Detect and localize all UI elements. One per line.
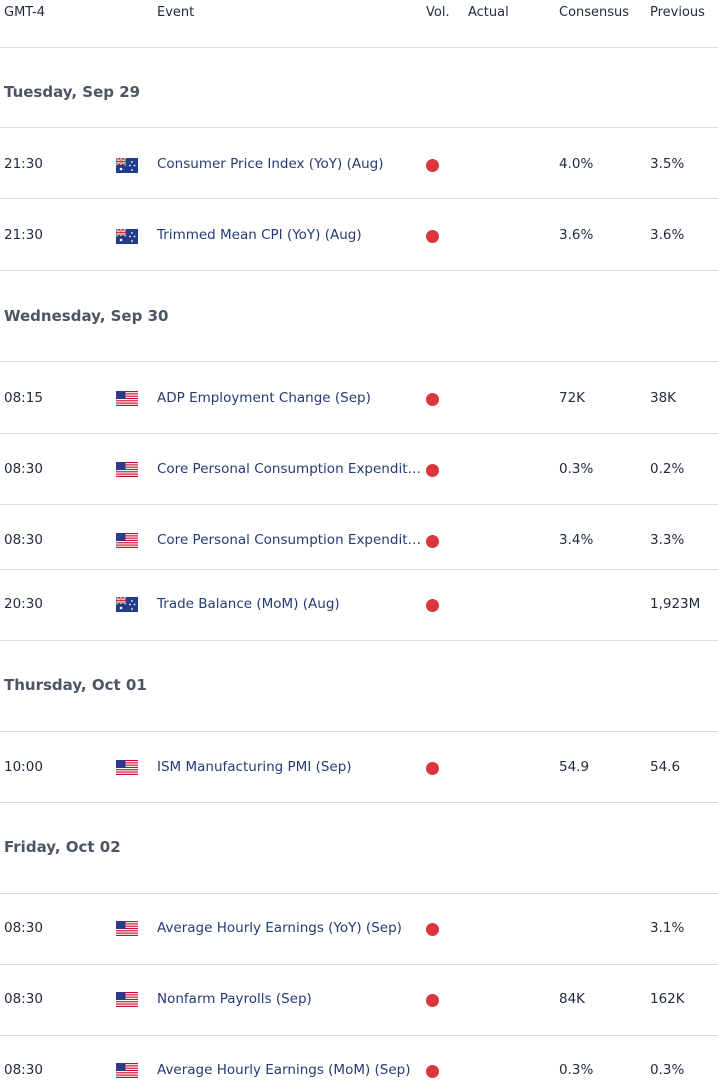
volatility-high-icon — [426, 159, 439, 172]
event-previous: 3.5% — [650, 156, 685, 172]
volatility-high-icon — [426, 230, 439, 243]
header-previous[interactable]: Previous — [650, 5, 705, 20]
event-previous: 0.3% — [650, 1062, 685, 1078]
event-time: 08:15 — [4, 390, 43, 406]
volatility-high-icon — [426, 762, 439, 775]
volatility-high-icon — [426, 923, 439, 936]
event-previous: 3.6% — [650, 227, 685, 243]
event-consensus: 84K — [559, 991, 586, 1007]
event-consensus: 4.0% — [559, 156, 594, 172]
header-event[interactable]: Event — [157, 5, 195, 20]
event-consensus: 3.4% — [559, 532, 594, 548]
event-previous: 0.2% — [650, 461, 685, 477]
usa-flag-icon — [116, 391, 138, 406]
event-time: 20:30 — [4, 596, 43, 612]
day-label: Tuesday, Sep 29 — [4, 83, 141, 101]
event-time: 21:30 — [4, 156, 43, 172]
event-name-link[interactable]: Nonfarm Payrolls (Sep) — [157, 991, 312, 1007]
header-actual[interactable]: Actual — [468, 5, 509, 20]
australia-flag-icon — [116, 597, 138, 612]
australia-flag-icon — [116, 158, 138, 173]
event-time: 10:00 — [4, 759, 43, 775]
table-row[interactable]: 20:30 Trade Balance (MoM) (Aug) 1,923M — [0, 570, 718, 641]
event-name-link[interactable]: Average Hourly Earnings (YoY) (Sep) — [157, 920, 402, 936]
table-row[interactable]: 08:30 Core Personal Consumption Expendit… — [0, 505, 718, 570]
event-previous: 162K — [650, 991, 685, 1007]
day-header: Wednesday, Sep 30 — [0, 271, 718, 362]
usa-flag-icon — [116, 1063, 138, 1078]
event-consensus: 54.9 — [559, 759, 590, 775]
day-header: Tuesday, Sep 29 — [0, 48, 718, 128]
event-name-link[interactable]: ISM Manufacturing PMI (Sep) — [157, 759, 352, 775]
event-time: 08:30 — [4, 991, 43, 1007]
table-row[interactable]: 10:00 ISM Manufacturing PMI (Sep) 54.9 5… — [0, 732, 718, 803]
event-previous: 1,923M — [650, 596, 701, 612]
table-row[interactable]: 21:30 Consumer Price Index (YoY) (Aug) 4… — [0, 128, 718, 199]
table-row[interactable]: 08:30 Nonfarm Payrolls (Sep) 84K 162K — [0, 965, 718, 1036]
volatility-high-icon — [426, 994, 439, 1007]
event-previous: 54.6 — [650, 759, 681, 775]
event-consensus: 0.3% — [559, 461, 594, 477]
table-row[interactable]: 21:30 Trimmed Mean CPI (YoY) (Aug) 3.6% … — [0, 199, 718, 271]
event-name-link[interactable]: Consumer Price Index (YoY) (Aug) — [157, 156, 384, 172]
table-row[interactable]: 08:30 Average Hourly Earnings (MoM) (Sep… — [0, 1036, 718, 1088]
event-time: 21:30 — [4, 227, 43, 243]
volatility-high-icon — [426, 393, 439, 406]
event-name-link[interactable]: Trade Balance (MoM) (Aug) — [157, 596, 340, 612]
day-header: Thursday, Oct 01 — [0, 641, 718, 732]
event-name-link[interactable]: ADP Employment Change (Sep) — [157, 390, 371, 406]
event-time: 08:30 — [4, 532, 43, 548]
event-name-link[interactable]: Core Personal Consumption Expenditures — [157, 532, 425, 548]
australia-flag-icon — [116, 229, 138, 244]
day-header: Friday, Oct 02 — [0, 803, 718, 894]
event-name-link[interactable]: Average Hourly Earnings (MoM) (Sep) — [157, 1062, 411, 1078]
usa-flag-icon — [116, 760, 138, 775]
usa-flag-icon — [116, 921, 138, 936]
header-timezone[interactable]: GMT-4 — [4, 5, 45, 20]
header-consensus[interactable]: Consensus — [559, 5, 630, 20]
header-vol[interactable]: Vol. — [426, 5, 450, 20]
table-row[interactable]: 08:30 Average Hourly Earnings (YoY) (Sep… — [0, 894, 718, 965]
table-row[interactable]: 08:15 ADP Employment Change (Sep) 72K 38… — [0, 362, 718, 434]
day-label: Wednesday, Sep 30 — [4, 307, 169, 325]
event-previous: 3.3% — [650, 532, 685, 548]
event-consensus: 72K — [559, 390, 586, 406]
volatility-high-icon — [426, 1065, 439, 1078]
volatility-high-icon — [426, 599, 439, 612]
usa-flag-icon — [116, 533, 138, 548]
day-label: Friday, Oct 02 — [4, 838, 121, 856]
event-time: 08:30 — [4, 1062, 43, 1078]
event-time: 08:30 — [4, 461, 43, 477]
usa-flag-icon — [116, 992, 138, 1007]
usa-flag-icon — [116, 462, 138, 477]
table-row[interactable]: 08:30 Core Personal Consumption Expendit… — [0, 434, 718, 505]
volatility-high-icon — [426, 464, 439, 477]
event-previous: 38K — [650, 390, 677, 406]
event-consensus: 0.3% — [559, 1062, 594, 1078]
event-previous: 3.1% — [650, 920, 685, 936]
event-name-link[interactable]: Core Personal Consumption Expenditures — [157, 461, 425, 477]
event-consensus: 3.6% — [559, 227, 594, 243]
event-time: 08:30 — [4, 920, 43, 936]
day-label: Thursday, Oct 01 — [4, 676, 147, 694]
event-name-link[interactable]: Trimmed Mean CPI (YoY) (Aug) — [157, 227, 362, 243]
table-header: GMT-4 Event Vol. Actual Consensus Previo… — [0, 0, 718, 48]
volatility-high-icon — [426, 535, 439, 548]
